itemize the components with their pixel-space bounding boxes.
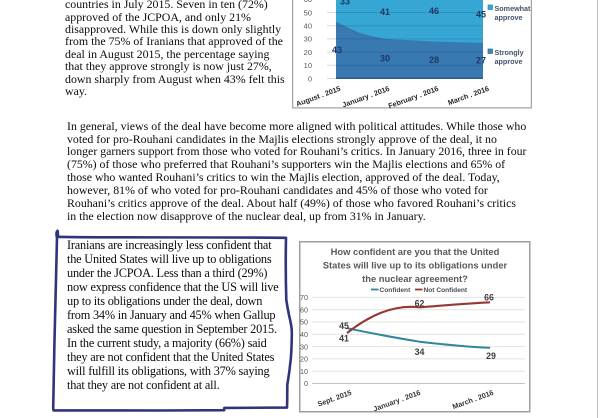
- svg-text:50: 50: [304, 8, 312, 17]
- svg-text:60: 60: [304, 0, 312, 4]
- svg-text:43: 43: [332, 45, 342, 55]
- svg-text:40: 40: [300, 330, 308, 339]
- svg-text:0: 0: [308, 74, 312, 83]
- svg-text:45: 45: [476, 10, 486, 20]
- svg-text:approve: approve: [495, 57, 523, 66]
- svg-text:January . 2016: January . 2016: [341, 84, 391, 109]
- svg-text:20: 20: [304, 48, 312, 57]
- svg-text:45: 45: [339, 321, 349, 331]
- svg-text:46: 46: [429, 6, 439, 16]
- svg-text:41: 41: [380, 7, 390, 17]
- svg-text:33: 33: [340, 0, 350, 6]
- svg-text:40: 40: [304, 22, 312, 31]
- svg-text:60: 60: [300, 305, 308, 314]
- svg-text:41: 41: [339, 334, 349, 344]
- svg-text:28: 28: [429, 55, 439, 65]
- svg-text:30: 30: [304, 35, 312, 44]
- svg-text:62: 62: [415, 299, 425, 309]
- svg-text:approve: approve: [495, 13, 523, 22]
- svg-text:the nuclear agreement?: the nuclear agreement?: [362, 273, 468, 284]
- svg-text:March . 2016: March . 2016: [447, 84, 491, 107]
- svg-text:50: 50: [300, 318, 308, 327]
- svg-text:0: 0: [304, 379, 308, 388]
- svg-text:How confident are you that the: How confident are you that the United: [331, 246, 500, 257]
- svg-text:34: 34: [415, 347, 425, 357]
- svg-text:Confident: Confident: [380, 287, 412, 294]
- svg-text:27: 27: [476, 56, 486, 66]
- svg-text:29: 29: [486, 351, 496, 361]
- svg-text:30: 30: [300, 342, 308, 351]
- svg-text:February . 2016: February . 2016: [387, 84, 440, 109]
- svg-text:States will live up to its obl: States will live up to its obligations u…: [323, 260, 508, 271]
- svg-text:Not Confident: Not Confident: [424, 287, 468, 294]
- svg-text:30: 30: [380, 54, 390, 64]
- svg-text:10: 10: [304, 61, 312, 70]
- svg-text:August . 2015: August . 2015: [295, 84, 342, 108]
- svg-text:70: 70: [300, 293, 308, 302]
- svg-text:66: 66: [484, 292, 494, 302]
- svg-text:Strongly: Strongly: [495, 48, 524, 57]
- svg-text:Somewhat: Somewhat: [495, 4, 532, 13]
- svg-text:10: 10: [300, 367, 308, 376]
- svg-text:20: 20: [300, 355, 308, 364]
